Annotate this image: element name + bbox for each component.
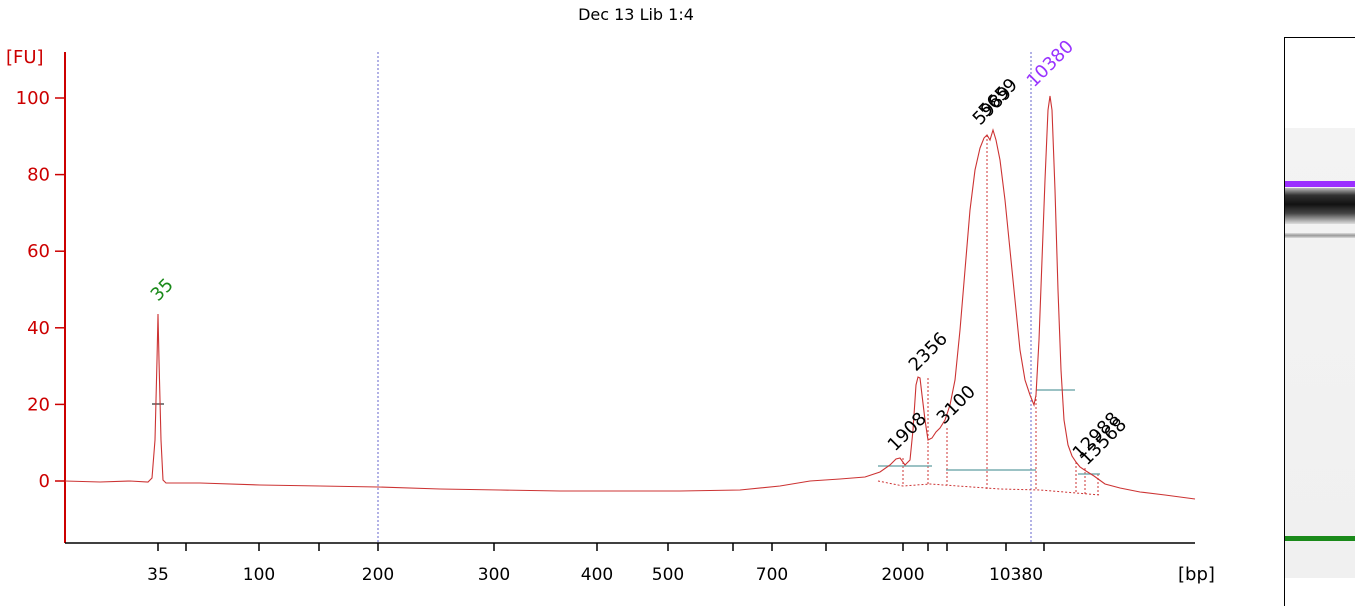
electropherogram-trace (64, 95, 1196, 500)
gel-band-lower-marker (1285, 536, 1355, 541)
x-tick-label: 200 (362, 565, 394, 585)
peak-label: 10380 (1023, 36, 1078, 91)
y-tick-label: 80 (27, 165, 50, 186)
y-tick-label: 40 (27, 318, 50, 339)
peak-label: 35 (147, 274, 178, 305)
x-tick-label: 500 (652, 565, 684, 585)
x-axis-label: [bp] (1178, 564, 1215, 585)
chart-title: Dec 13 Lib 1:4 (578, 5, 694, 24)
y-tick-label: 20 (27, 394, 50, 415)
x-ticks: 35 100 200 300 400 500 700 2000 10380 (147, 543, 1045, 585)
gel-band-upper-marker (1285, 181, 1355, 187)
x-tick-label: 700 (756, 565, 788, 585)
x-tick-label: 300 (478, 565, 510, 585)
y-ticks: 0 20 40 60 80 100 (16, 88, 65, 492)
peak-baselines (152, 389, 1100, 475)
gel-band-secondary (1285, 233, 1355, 238)
gel-band-main (1285, 188, 1355, 224)
x-tick-label: 400 (581, 565, 613, 585)
peak-label: 1908 (884, 408, 931, 455)
x-tick-label: 100 (243, 565, 275, 585)
y-tick-label: 100 (16, 88, 50, 109)
y-axis-label: [FU] (6, 47, 44, 68)
x-tick-label: 10380 (989, 565, 1043, 585)
y-tick-label: 0 (39, 471, 50, 492)
electropherogram-chart: Dec 13 Lib 1:4 [FU] [bp] 0 20 40 60 80 100 35… (6, 5, 1215, 585)
baseline-dotted (877, 480, 1101, 496)
peak-label: 2356 (905, 328, 952, 375)
x-tick-label: 35 (147, 565, 169, 585)
x-tick-label: 2000 (881, 565, 924, 585)
y-tick-label: 60 (27, 241, 50, 262)
peak-label: 3100 (933, 381, 980, 428)
gel-image (1284, 37, 1355, 606)
